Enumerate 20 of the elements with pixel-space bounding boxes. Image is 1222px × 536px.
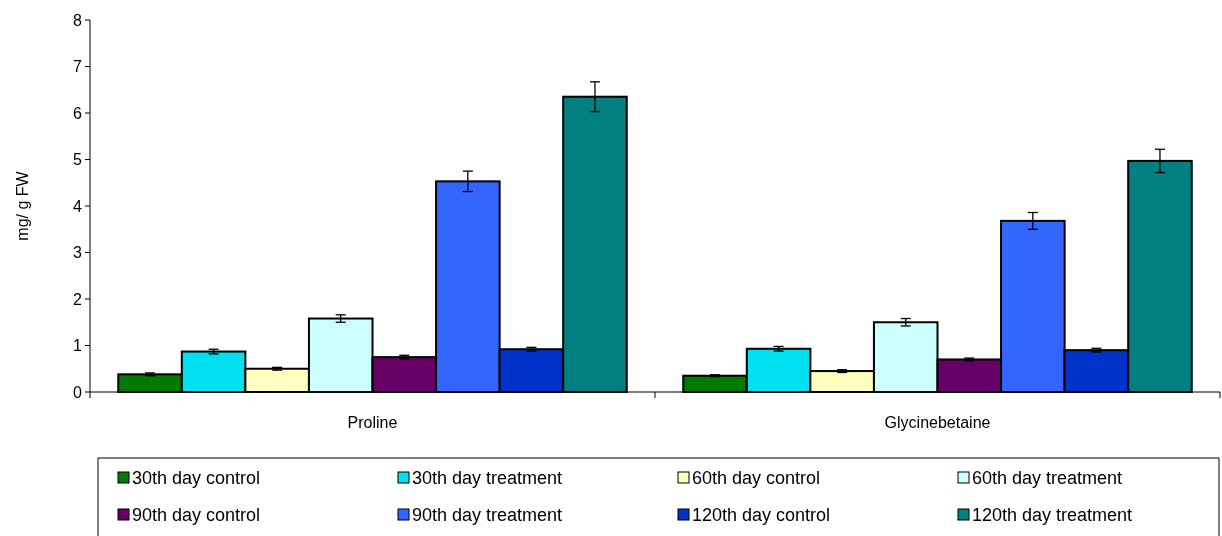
legend-label: 90th day treatment [412, 505, 563, 526]
y-tick-label: 6 [73, 104, 83, 122]
y-tick-label: 5 [73, 151, 83, 169]
legend-label: 30th day control [132, 468, 261, 489]
legend-label: 60th day treatment [972, 468, 1123, 489]
y-tick-label: 0 [73, 383, 83, 401]
y-tick-label: 4 [73, 197, 83, 215]
x-tick-label: Glycinebetaine [884, 414, 991, 431]
x-tick-label: Proline [347, 414, 398, 431]
legend-label: 120th day control [692, 505, 831, 526]
y-tick-label: 8 [73, 11, 83, 29]
y-tick-label: 3 [73, 244, 83, 262]
legend-label: 120th day treatment [972, 505, 1133, 526]
y-tick-label: 2 [73, 290, 83, 308]
legend-label: 60th day control [692, 468, 821, 489]
legend-label: 90th day control [132, 505, 261, 526]
legend-label: 30th day treatment [412, 468, 563, 489]
y-axis-title: mg/ g FW [14, 170, 31, 241]
y-tick-label: 7 [73, 58, 83, 76]
y-tick-label: 1 [73, 337, 83, 355]
